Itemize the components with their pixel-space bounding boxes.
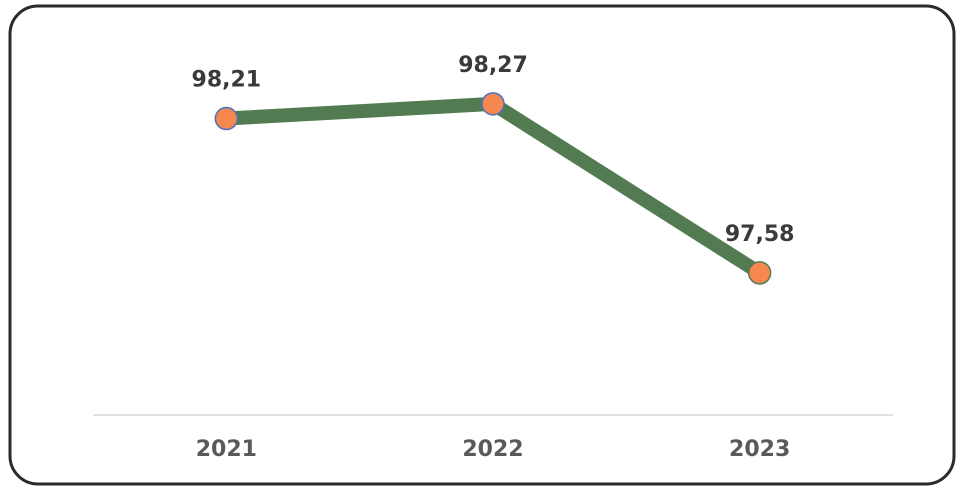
data-label: 98,21 — [192, 68, 262, 93]
x-tick-label: 2021 — [196, 437, 257, 462]
data-label: 97,58 — [725, 222, 795, 247]
data-point — [481, 92, 505, 116]
data-point — [214, 106, 239, 131]
data-label: 98,27 — [458, 53, 528, 78]
x-tick-label: 2022 — [462, 437, 523, 462]
chart-frame — [8, 4, 956, 486]
data-point — [747, 261, 772, 285]
x-tick-label: 2023 — [729, 437, 790, 462]
